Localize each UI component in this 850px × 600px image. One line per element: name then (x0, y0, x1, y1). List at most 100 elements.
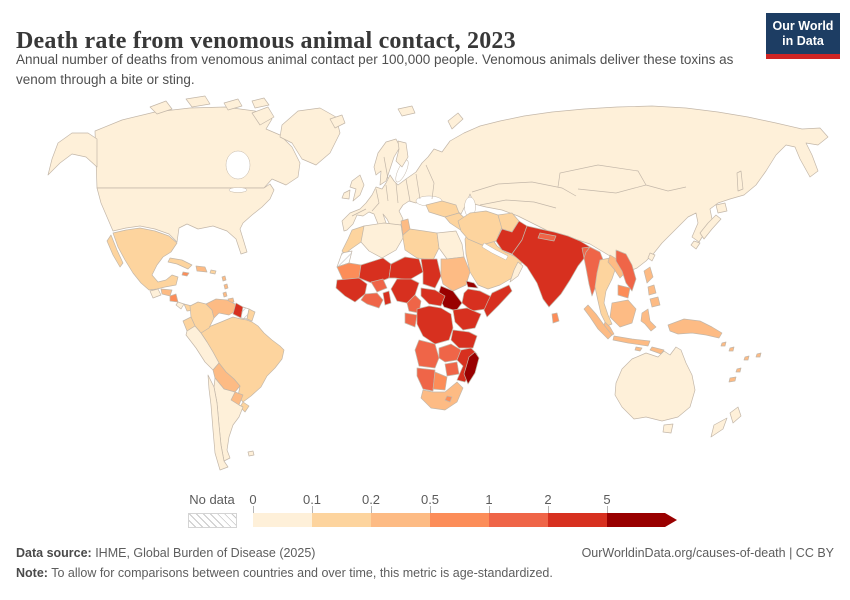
country-vanuatu[interactable] (735, 367, 742, 373)
country-vietnam[interactable] (615, 249, 637, 292)
country-mauritania[interactable] (336, 262, 362, 281)
country-new-zealand-north[interactable] (729, 406, 742, 424)
country-botswana[interactable] (432, 371, 448, 391)
country-novaya-zemlya[interactable] (447, 112, 464, 130)
legend-bin-0.2-0.5[interactable] (371, 513, 430, 527)
world-choropleth-map (0, 95, 850, 490)
legend-tick-mark (430, 506, 431, 513)
country-togo-benin[interactable] (382, 290, 392, 306)
country-egypt[interactable] (436, 230, 465, 260)
country-eritrea[interactable] (465, 280, 479, 289)
country-cuba[interactable] (167, 257, 193, 270)
country-burkina-faso[interactable] (370, 278, 388, 293)
country-taiwan[interactable] (647, 252, 656, 262)
country-greenland[interactable] (279, 107, 341, 166)
country-iceland[interactable] (329, 114, 346, 129)
country-south-africa[interactable] (420, 381, 464, 411)
country-fiji[interactable] (743, 352, 762, 361)
country-chile[interactable] (207, 374, 229, 471)
country-finland[interactable] (395, 140, 409, 168)
country-sakhalin[interactable] (736, 170, 744, 192)
country-mexico[interactable] (112, 227, 179, 291)
owid-logo-line1: Our World (772, 19, 834, 33)
country-java[interactable] (612, 335, 651, 347)
country-ireland[interactable] (341, 189, 351, 200)
country-algeria[interactable] (360, 222, 404, 259)
country-ethiopia[interactable] (461, 288, 493, 312)
legend-bin-5+[interactable] (607, 513, 677, 527)
country-puerto-rico[interactable] (209, 269, 217, 275)
country-ivory-coast-ghana[interactable] (360, 292, 384, 309)
country-uk[interactable] (349, 174, 365, 202)
country-solomon-islands[interactable] (720, 341, 735, 352)
country-madagascar[interactable] (463, 351, 480, 385)
country-falkland[interactable] (247, 450, 255, 457)
country-senegal-guinea[interactable] (335, 277, 368, 303)
legend-bin-0-0.1[interactable] (253, 513, 312, 527)
country-niger[interactable] (388, 256, 424, 281)
country-guatemala[interactable] (149, 288, 162, 299)
country-drc[interactable] (416, 305, 454, 345)
country-hispaniola[interactable] (195, 265, 208, 273)
country-sudan[interactable] (440, 256, 471, 292)
country-somalia[interactable] (483, 284, 513, 318)
country-sulawesi[interactable] (640, 308, 657, 332)
country-uganda-kenya[interactable] (452, 307, 482, 331)
country-nepal[interactable] (537, 232, 557, 242)
country-tasmania[interactable] (662, 423, 674, 434)
legend-tick-label: 0 (249, 492, 257, 507)
owid-logo[interactable]: Our World in Data (766, 13, 840, 59)
country-usa[interactable] (96, 183, 275, 255)
country-india[interactable] (511, 225, 591, 308)
country-zimbabwe[interactable] (444, 361, 460, 377)
country-libya[interactable] (402, 228, 440, 261)
country-lesotho[interactable] (444, 395, 453, 403)
country-uruguay[interactable] (239, 401, 250, 413)
country-svalbard[interactable] (397, 105, 416, 117)
country-costa-rica[interactable] (175, 301, 185, 310)
legend-bin-0.5-1[interactable] (430, 513, 489, 527)
country-mali[interactable] (358, 257, 392, 285)
country-cambodia[interactable] (617, 284, 631, 299)
country-french-guiana[interactable] (246, 308, 256, 322)
legend-tick-mark (371, 506, 372, 513)
country-nicaragua[interactable] (169, 293, 179, 303)
great-lakes (228, 187, 248, 193)
country-alaska[interactable] (47, 132, 98, 176)
country-myanmar[interactable] (583, 246, 605, 297)
country-oman[interactable] (509, 261, 524, 283)
legend-tick-label: 1 (485, 492, 493, 507)
country-cameroon[interactable] (406, 294, 422, 314)
country-arctic-islands[interactable] (149, 95, 275, 126)
country-borneo[interactable] (609, 299, 637, 328)
country-tanzania[interactable] (450, 329, 478, 349)
country-nigeria[interactable] (390, 278, 420, 304)
country-lesser-antilles[interactable] (221, 275, 229, 298)
country-baja[interactable] (106, 234, 124, 268)
country-jamaica[interactable] (181, 271, 190, 277)
country-iran[interactable] (457, 210, 503, 246)
legend-no-data-swatch[interactable] (188, 513, 237, 528)
country-sri-lanka[interactable] (551, 312, 560, 324)
legend-bin-0.1-0.2[interactable] (312, 513, 371, 527)
country-central-african-republic[interactable] (420, 287, 446, 307)
footer-link[interactable]: OurWorldinData.org/causes-of-death | CC … (581, 546, 834, 560)
country-new-zealand-south[interactable] (710, 417, 728, 438)
country-angola[interactable] (414, 339, 440, 369)
country-philippines[interactable] (643, 266, 661, 308)
country-sumatra[interactable] (583, 304, 613, 340)
country-japan[interactable] (690, 202, 728, 250)
country-namibia[interactable] (416, 367, 436, 392)
legend-bin-1-2[interactable] (489, 513, 548, 527)
country-new-caledonia[interactable] (728, 376, 737, 383)
country-venezuela[interactable] (205, 298, 238, 319)
country-chad[interactable] (420, 258, 442, 289)
country-scandinavia[interactable] (373, 138, 401, 186)
legend-bin-2-5[interactable] (548, 513, 607, 527)
country-gabon-congo[interactable] (404, 312, 418, 328)
country-new-guinea[interactable] (667, 318, 723, 339)
country-australia[interactable] (614, 346, 696, 422)
country-honduras[interactable] (160, 288, 173, 297)
country-lesser-sunda[interactable] (634, 346, 665, 355)
